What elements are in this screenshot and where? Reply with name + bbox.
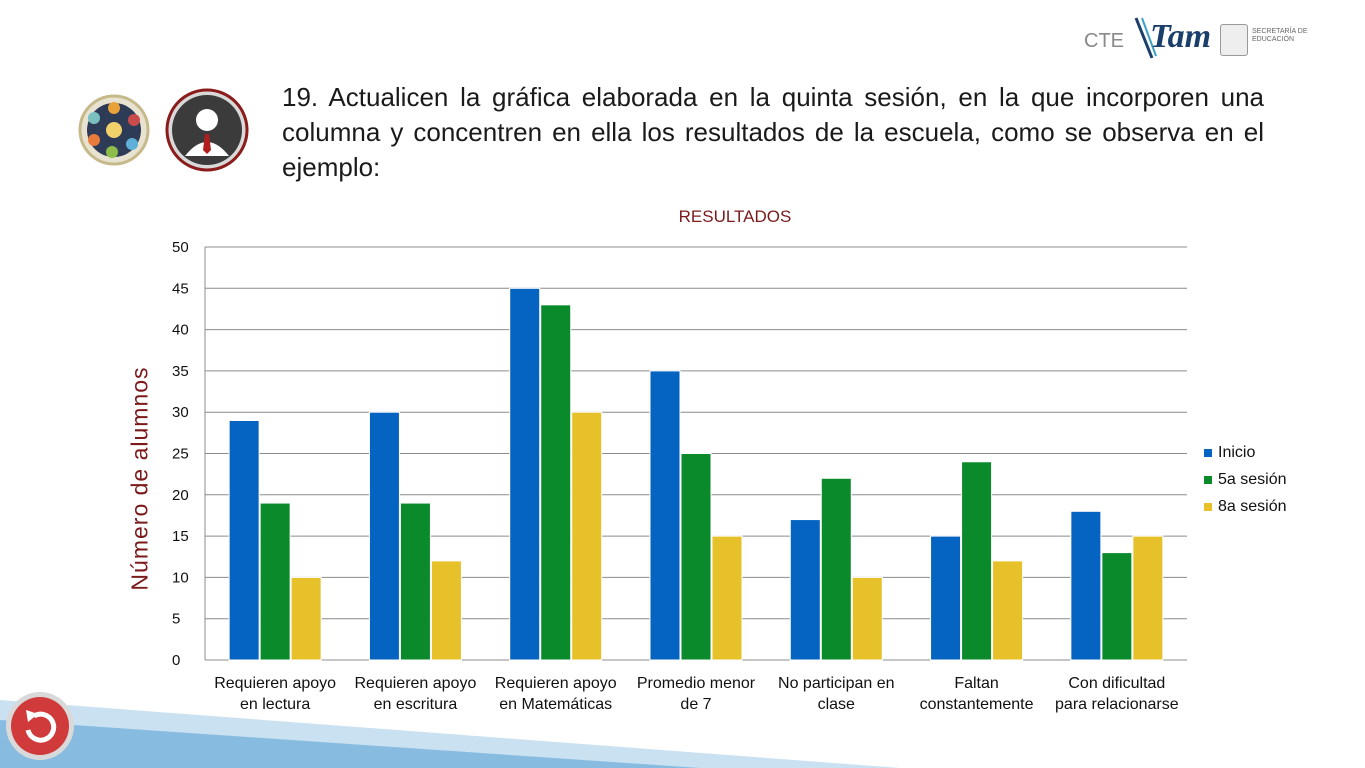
bar-8a-sesion: [290, 576, 322, 661]
y-tick-label: 35: [172, 363, 189, 380]
x-category-label-line: Requieren apoyo: [214, 675, 337, 692]
bar-5a-sesion: [399, 502, 431, 661]
x-category-label-line: Con dificultad: [1068, 675, 1166, 692]
legend-swatch: [1204, 448, 1212, 457]
x-category-label-line: en lectura: [240, 696, 311, 713]
seal-icon: [1220, 24, 1248, 56]
y-tick-label: 10: [172, 569, 189, 586]
chart-svg: 0 5 10 15 20 25 30 35 40 45 50: [172, 239, 1187, 669]
x-category-label-line: Requieren apoyo: [494, 675, 617, 692]
legend-swatch: [1204, 475, 1212, 484]
y-axis-label: Número de alumnos: [126, 366, 153, 591]
x-category-label-line: Faltan: [954, 675, 999, 692]
x-category-label-line: en Matemáticas: [499, 696, 613, 713]
bar-inicio: [509, 287, 541, 661]
bar-8a-sesion: [711, 535, 743, 661]
legend-label: Inicio: [1218, 443, 1256, 461]
chart-legend: Inicio 5a sesión 8a sesión: [1204, 439, 1287, 520]
legend-item: Inicio: [1204, 439, 1287, 466]
y-tick-label: 0: [172, 652, 180, 669]
legend-item: 5a sesión: [1204, 466, 1287, 493]
tam-logo: Tam: [1150, 18, 1212, 55]
header-logos: CTE Tam SECRETARÍA DE EDUCACIÓN: [1080, 12, 1320, 62]
bar-5a-sesion: [820, 477, 852, 661]
x-category-label-line: en escritura: [373, 696, 458, 713]
bar-5a-sesion: [961, 461, 993, 661]
x-category-label: Con dificultad para relacionarse: [1037, 673, 1197, 715]
x-category-label: Promedio menor de 7: [616, 673, 776, 715]
bar-5a-sesion: [259, 502, 291, 661]
back-arrow-icon[interactable]: [4, 690, 76, 762]
chart-title: RESULTADOS: [678, 207, 792, 226]
bar-5a-sesion: [680, 453, 712, 661]
x-category-label: No participan en clase: [756, 673, 916, 715]
y-tick-label: 50: [172, 239, 189, 256]
bar-inicio: [368, 411, 400, 661]
x-category-label-line: de 7: [680, 696, 712, 713]
bar-8a-sesion: [851, 576, 883, 661]
x-category-label-line: constantemente: [919, 696, 1034, 713]
x-category-label: Requieren apoyo en lectura: [195, 673, 355, 715]
y-tick-label: 5: [172, 611, 180, 628]
secretaria-label: SECRETARÍA DE EDUCACIÓN: [1252, 28, 1308, 43]
legend-label: 5a sesión: [1218, 470, 1287, 488]
y-tick-label: 45: [172, 280, 189, 297]
bar-8a-sesion: [571, 411, 603, 661]
bar-inicio: [228, 419, 260, 661]
instruction-text: 19. Actualicen la gráfica elaborada en l…: [282, 82, 1264, 182]
x-category-label-line: Requieren apoyo: [354, 675, 477, 692]
bottom-decoration: [0, 700, 900, 768]
y-tick-label: 25: [172, 446, 189, 463]
x-category-label: Requieren apoyo en escritura: [335, 673, 495, 715]
legend-label: 8a sesión: [1218, 497, 1287, 515]
legend-swatch: [1204, 502, 1212, 511]
person-tie-icon: [165, 88, 249, 172]
legend-item: 8a sesión: [1204, 493, 1287, 520]
bar-8a-sesion: [1132, 535, 1164, 661]
bar-5a-sesion: [1101, 552, 1133, 661]
bar-inicio: [789, 519, 821, 661]
results-chart: 0 5 10 15 20 25 30 35 40 45 50 RESULTADOS Número d…: [0, 195, 1365, 735]
x-category-label-line: Promedio menor: [636, 675, 756, 692]
x-category-label: Requieren apoyo en Matemáticas: [476, 673, 636, 715]
y-tick-label: 15: [172, 528, 189, 545]
bar-5a-sesion: [540, 304, 572, 661]
x-category-label-line: clase: [817, 696, 855, 713]
bar-inicio: [930, 535, 962, 661]
cte-label: CTE: [1084, 30, 1124, 52]
group-circle-icon: [78, 94, 150, 166]
bar-8a-sesion: [430, 560, 462, 661]
y-tick-label: 20: [172, 487, 189, 504]
x-category-label-line: No participan en: [778, 675, 895, 692]
y-tick-label: 30: [172, 404, 189, 421]
logo-slash-icon: [1134, 17, 1157, 59]
bar-inicio: [1070, 510, 1102, 661]
y-tick-label: 40: [172, 322, 189, 339]
x-category-label: Faltan constantemente: [897, 673, 1057, 715]
x-category-label-line: para relacionarse: [1055, 696, 1179, 713]
bar-inicio: [649, 370, 681, 661]
bar-8a-sesion: [992, 560, 1024, 661]
